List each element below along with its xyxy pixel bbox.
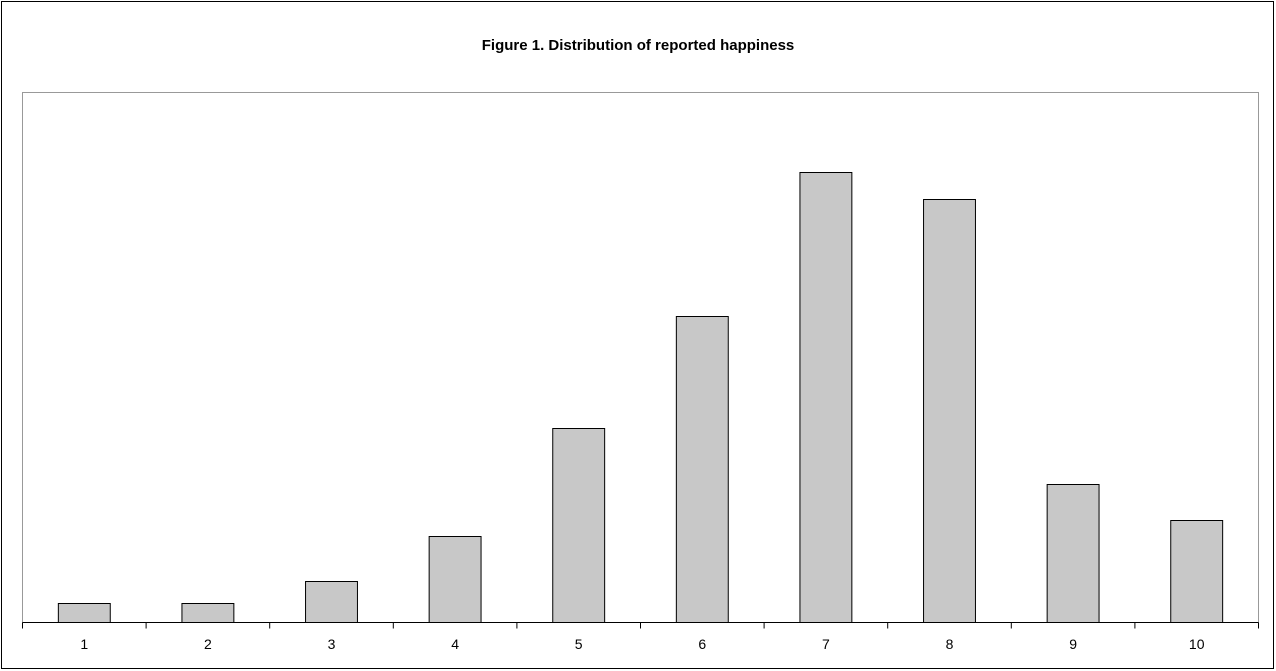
bar: [552, 428, 606, 623]
x-tick-label: 1: [80, 636, 88, 652]
bar: [675, 316, 729, 623]
chart-title: Figure 1. Distribution of reported happi…: [482, 37, 795, 54]
bar: [428, 536, 482, 623]
bar: [1170, 520, 1224, 623]
bar: [1046, 484, 1100, 623]
x-tick-label: 3: [328, 636, 336, 652]
x-tick-label: 8: [946, 636, 954, 652]
x-tick-label: 2: [204, 636, 212, 652]
x-tick-label: 7: [822, 636, 830, 652]
x-tick-label: 6: [698, 636, 706, 652]
x-tick-label: 5: [575, 636, 583, 652]
bar: [923, 199, 976, 623]
bar: [305, 581, 358, 623]
x-tick-label: 4: [451, 636, 459, 652]
bar: [181, 603, 235, 623]
bar: [799, 172, 853, 623]
x-tick-label: 10: [1189, 636, 1205, 652]
x-tick-label: 9: [1069, 636, 1077, 652]
bar: [57, 603, 111, 623]
